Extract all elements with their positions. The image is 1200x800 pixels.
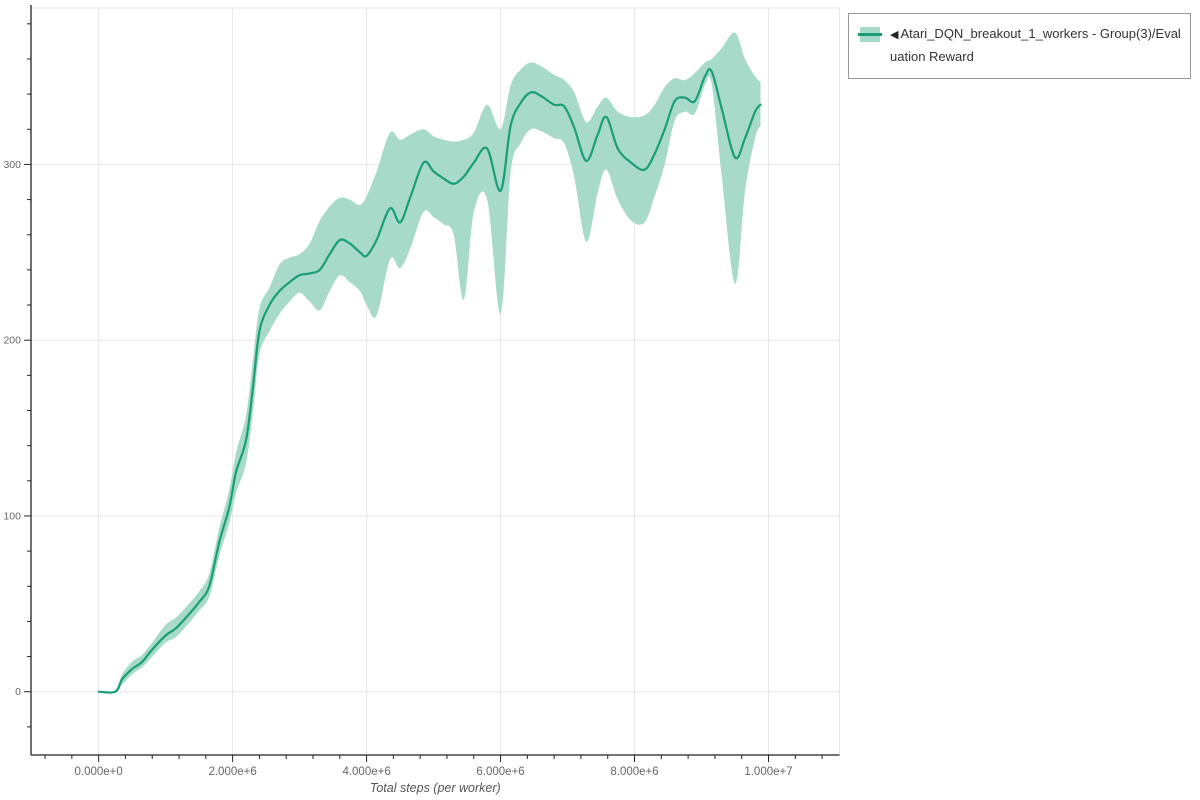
y-tick-labels: 0 100 200 300 [3, 159, 21, 698]
x-axis-title: Total steps (per worker) [370, 781, 501, 795]
legend-series-swatch [858, 27, 882, 42]
y-tick-label: 200 [3, 335, 21, 347]
y-tick-label: 300 [3, 159, 21, 171]
series-line [97, 68, 762, 694]
x-tick-labels: 0.000e+0 2.000e+6 4.000e+6 6.000e+6 8.000e+6… [75, 766, 793, 778]
y-tick-label: 0 [15, 686, 21, 698]
x-tick-label: 6.000e+6 [476, 766, 524, 778]
x-tick-label: 0.000e+0 [75, 766, 123, 778]
axis-ticks [24, 23, 823, 762]
y-tick-label: 100 [3, 510, 21, 522]
axes-spines [30, 5, 840, 756]
series-band [98, 32, 761, 693]
legend-item[interactable]: ◀ Atari_DQN_breakout_1_workers - Group(3)… [849, 14, 1190, 76]
legend: ◀ Atari_DQN_breakout_1_workers - Group(3)… [848, 13, 1191, 79]
x-tick-label: 2.000e+6 [208, 766, 256, 778]
x-tick-label: 1.000e+7 [744, 766, 792, 778]
grid [31, 7, 840, 755]
legend-collapse-icon[interactable]: ◀ [890, 29, 899, 41]
legend-series-label: Atari_DQN_breakout_1_workers - Group(3)/… [890, 26, 1181, 64]
legend-series-text: ◀ Atari_DQN_breakout_1_workers - Group(3)… [890, 23, 1182, 67]
x-tick-label: 8.000e+6 [610, 766, 658, 778]
x-tick-label: 4.000e+6 [342, 766, 390, 778]
legend-line-swatch [858, 33, 882, 36]
